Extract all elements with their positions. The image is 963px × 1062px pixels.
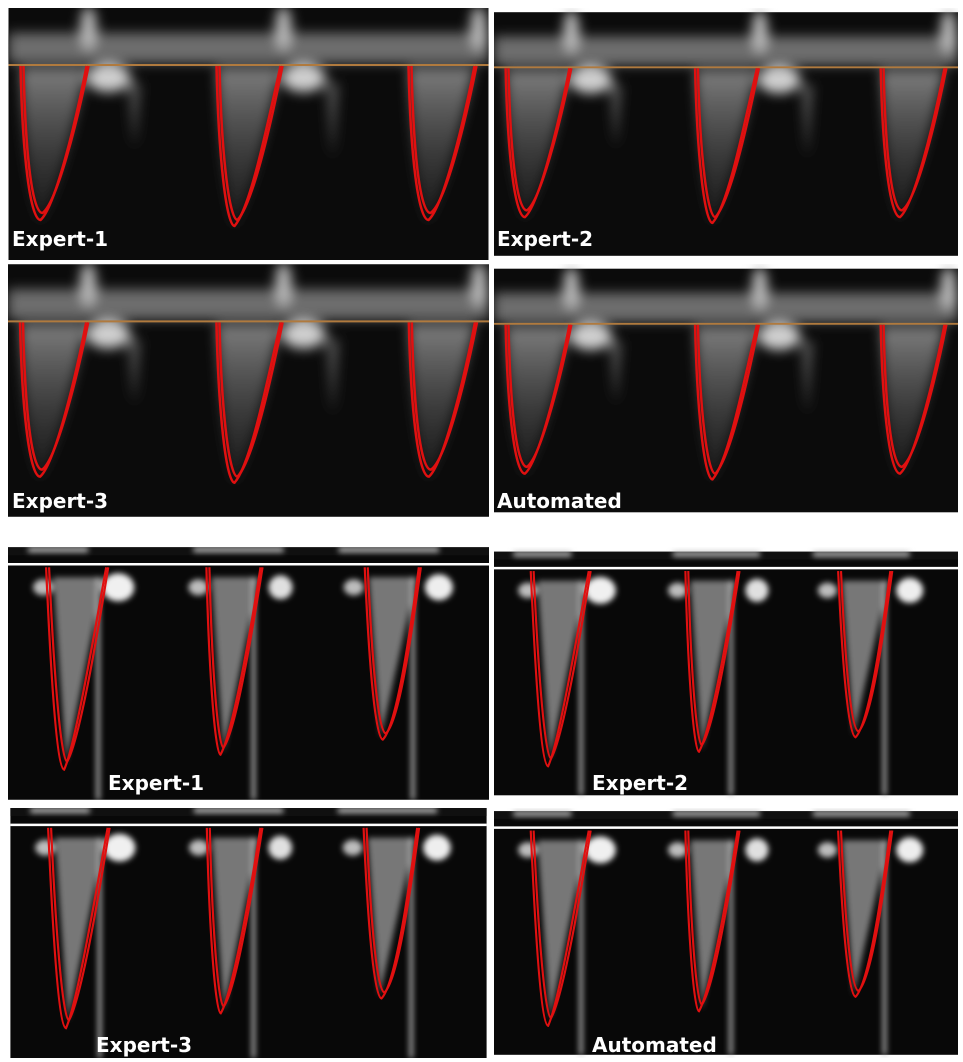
- panel-label: Expert-2: [497, 227, 593, 251]
- panel-image: [8, 547, 489, 800]
- panel-label: Expert-1: [12, 227, 108, 251]
- panel-image: [9, 6, 489, 260]
- panel-image: [494, 552, 958, 796]
- panel-label: Expert-3: [96, 1033, 192, 1057]
- panel-image: [494, 10, 958, 256]
- panel-label: Expert-3: [12, 489, 108, 513]
- panel-image: [494, 811, 958, 1055]
- panel-label: Automated: [497, 489, 622, 513]
- panel-image: [8, 262, 489, 517]
- panel-label: Expert-1: [108, 771, 204, 795]
- panel-label: Automated: [592, 1033, 717, 1057]
- panel-label: Expert-2: [592, 771, 688, 795]
- panel-image: [494, 267, 958, 513]
- panel-image: [10, 808, 486, 1058]
